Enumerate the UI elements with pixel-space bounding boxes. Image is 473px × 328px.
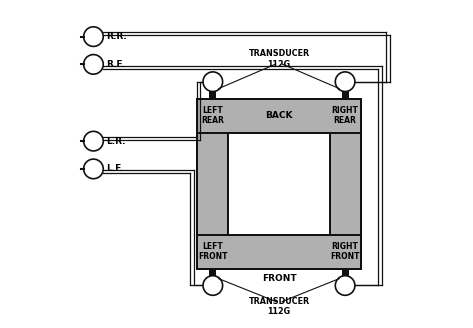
Text: LEFT
FRONT: LEFT FRONT <box>198 242 228 261</box>
Text: BACK: BACK <box>265 111 293 120</box>
Bar <box>197 235 360 269</box>
Bar <box>209 92 217 99</box>
Text: FRONT: FRONT <box>262 275 296 283</box>
Circle shape <box>84 54 103 74</box>
Bar <box>330 133 360 235</box>
Circle shape <box>203 276 223 295</box>
Text: RIGHT
REAR: RIGHT REAR <box>332 106 359 125</box>
Bar <box>197 99 360 133</box>
Bar <box>197 133 228 235</box>
Bar <box>197 99 360 269</box>
Text: L.F.: L.F. <box>106 164 123 174</box>
Text: R.F.: R.F. <box>106 60 124 69</box>
Circle shape <box>335 72 355 92</box>
Text: R.R.: R.R. <box>106 32 127 41</box>
Bar <box>209 269 217 276</box>
Text: TRANSDUCER
112G: TRANSDUCER 112G <box>248 297 309 317</box>
Circle shape <box>335 276 355 295</box>
Bar <box>228 133 330 235</box>
Circle shape <box>84 27 103 47</box>
Text: LEFT
REAR: LEFT REAR <box>201 106 224 125</box>
Circle shape <box>84 131 103 151</box>
Bar <box>342 269 349 276</box>
Text: RIGHT
FRONT: RIGHT FRONT <box>330 242 360 261</box>
Circle shape <box>84 159 103 179</box>
Bar <box>342 92 349 99</box>
Text: L.R.: L.R. <box>106 137 125 146</box>
Text: TRANSDUCER
112G: TRANSDUCER 112G <box>248 49 309 69</box>
Circle shape <box>203 72 223 92</box>
